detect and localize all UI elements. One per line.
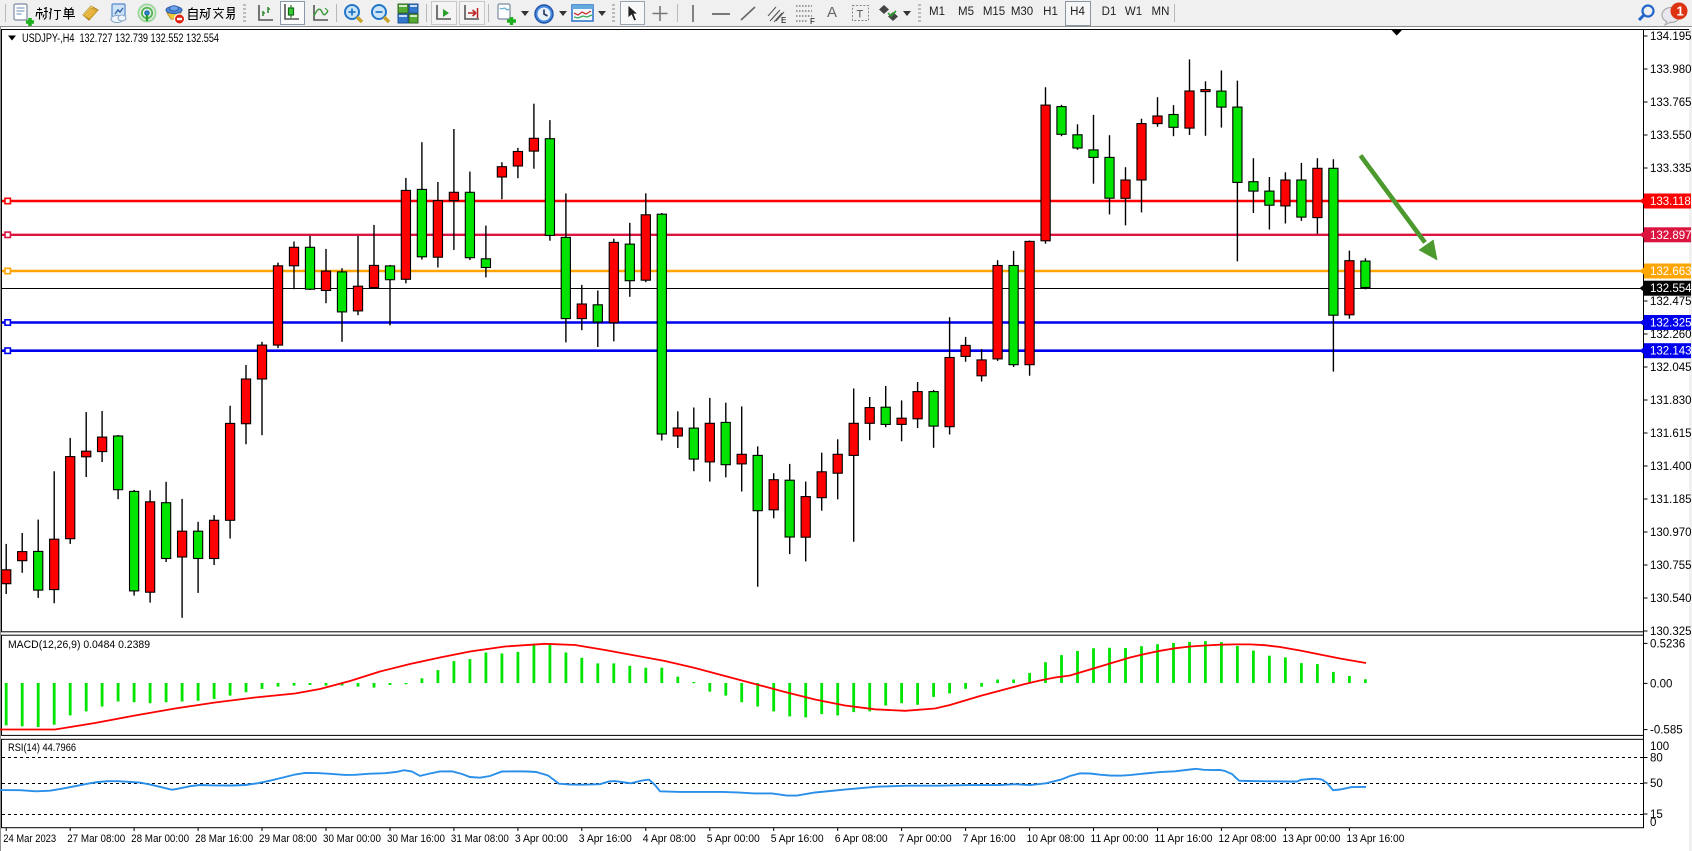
- svg-text:12 Apr 08:00: 12 Apr 08:00: [1218, 833, 1276, 845]
- svg-text:132.475: 132.475: [1650, 296, 1692, 308]
- svg-text:130.970: 130.970: [1650, 527, 1692, 539]
- svg-text:28 Mar 00:00: 28 Mar 00:00: [131, 833, 189, 845]
- svg-text:134.195: 134.195: [1650, 31, 1692, 43]
- svg-text:-0.585: -0.585: [1650, 725, 1683, 737]
- svg-text:13 Apr 16:00: 13 Apr 16:00: [1346, 833, 1404, 845]
- svg-text:133.335: 133.335: [1650, 163, 1692, 175]
- svg-text:28 Mar 16:00: 28 Mar 16:00: [195, 833, 253, 845]
- svg-text:13 Apr 00:00: 13 Apr 00:00: [1282, 833, 1340, 845]
- svg-text:MACD(12,26,9) 0.0484 0.2389: MACD(12,26,9) 0.0484 0.2389: [8, 639, 150, 651]
- svg-text:F: F: [810, 17, 815, 25]
- svg-text:133.550: 133.550: [1650, 130, 1692, 142]
- svg-text:7 Apr 16:00: 7 Apr 16:00: [963, 833, 1016, 845]
- svg-text:30 Mar 00:00: 30 Mar 00:00: [323, 833, 381, 845]
- svg-text:29 Mar 08:00: 29 Mar 08:00: [259, 833, 317, 845]
- svg-text:1: 1: [1677, 4, 1684, 19]
- svg-text:7 Apr 00:00: 7 Apr 00:00: [899, 833, 952, 845]
- svg-text:30 Mar 16:00: 30 Mar 16:00: [387, 833, 445, 845]
- svg-text:132.325: 132.325: [1650, 318, 1692, 330]
- svg-text:132.554: 132.554: [1650, 283, 1692, 295]
- svg-text:E: E: [781, 16, 786, 25]
- svg-text:0.5236: 0.5236: [1650, 638, 1685, 650]
- svg-text:3 Apr 16:00: 3 Apr 16:00: [579, 833, 632, 845]
- svg-text:80: 80: [1650, 753, 1663, 765]
- svg-text:50: 50: [1650, 778, 1663, 790]
- svg-text:5 Apr 16:00: 5 Apr 16:00: [771, 833, 824, 845]
- svg-text:31 Mar 08:00: 31 Mar 08:00: [451, 833, 509, 845]
- svg-text:131.615: 131.615: [1650, 428, 1692, 440]
- svg-text:133.118: 133.118: [1650, 196, 1691, 208]
- svg-text:11 Apr 00:00: 11 Apr 00:00: [1091, 833, 1149, 845]
- svg-text:132.897: 132.897: [1650, 230, 1692, 242]
- svg-text:130.540: 130.540: [1650, 593, 1692, 605]
- svg-text:5 Apr 00:00: 5 Apr 00:00: [707, 833, 760, 845]
- svg-text:RSI(14) 44.7966: RSI(14) 44.7966: [8, 742, 76, 754]
- svg-text:T: T: [857, 9, 864, 21]
- svg-text:0.00: 0.00: [1650, 678, 1672, 690]
- svg-text:3 Apr 00:00: 3 Apr 00:00: [515, 833, 568, 845]
- svg-text:131.400: 131.400: [1650, 461, 1692, 473]
- svg-text:133.765: 133.765: [1650, 97, 1692, 109]
- svg-text:132.663: 132.663: [1650, 266, 1692, 278]
- svg-text:11 Apr 16:00: 11 Apr 16:00: [1155, 833, 1213, 845]
- svg-text:USDJPY-,H4 132.727 132.739 13: USDJPY-,H4 132.727 132.739 132.552 132.5…: [22, 33, 219, 45]
- svg-text:10 Apr 08:00: 10 Apr 08:00: [1027, 833, 1085, 845]
- svg-text:27 Mar 08:00: 27 Mar 08:00: [67, 833, 125, 845]
- svg-text:133.980: 133.980: [1650, 64, 1692, 76]
- svg-text:132.260: 132.260: [1650, 329, 1692, 341]
- svg-text:132.143: 132.143: [1650, 346, 1692, 358]
- svg-text:131.185: 131.185: [1650, 494, 1692, 506]
- svg-text:4 Apr 08:00: 4 Apr 08:00: [643, 833, 696, 845]
- svg-text:0: 0: [1650, 817, 1656, 829]
- svg-text:132.045: 132.045: [1650, 362, 1692, 374]
- svg-text:6 Apr 08:00: 6 Apr 08:00: [835, 833, 888, 845]
- svg-text:130.755: 130.755: [1650, 560, 1692, 572]
- svg-text:24 Mar 2023: 24 Mar 2023: [3, 833, 56, 845]
- svg-text:130.325: 130.325: [1650, 626, 1692, 638]
- svg-text:100: 100: [1650, 741, 1669, 753]
- svg-text:131.830: 131.830: [1650, 395, 1692, 407]
- svg-text:15: 15: [1650, 809, 1663, 821]
